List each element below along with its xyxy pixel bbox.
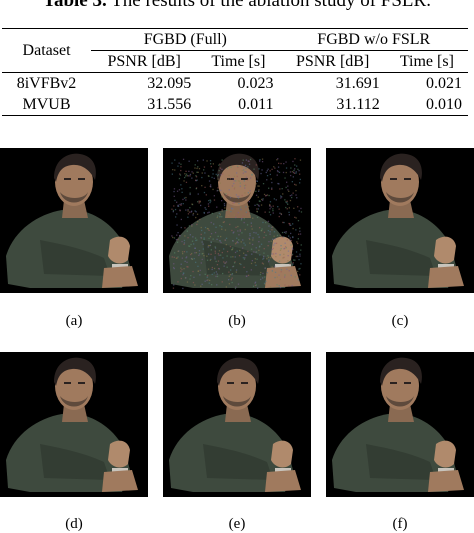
table-row: MVUB 31.556 0.011 31.112 0.010 — [2, 94, 468, 116]
point-cloud-portrait — [332, 153, 464, 288]
column-header-psnr-full: PSNR [dB] — [91, 50, 198, 73]
figure-panel-a — [0, 148, 148, 293]
figure-panel-d — [0, 352, 148, 497]
column-group-without-fslr: FGBD w/o FSLR — [279, 28, 468, 51]
cell-psnr-without: 31.691 — [335, 75, 380, 92]
table-caption: Table 3. The results of the ablation stu… — [0, 0, 474, 13]
column-header-psnr-without: PSNR [dB] — [279, 50, 386, 73]
table-row: 8iVFBv2 32.095 0.023 31.691 0.021 — [2, 73, 468, 95]
ablation-results-table: Dataset FGBD (Full) FGBD w/o FSLR PSNR [… — [2, 28, 468, 116]
panel-label-a: (a) — [65, 313, 83, 329]
point-cloud-portrait — [169, 153, 303, 290]
column-group-full: FGBD (Full) — [91, 28, 280, 51]
cell-psnr-full: 32.095 — [147, 75, 192, 92]
panel-label-f: (f) — [392, 516, 408, 532]
cell-time-without: 0.021 — [426, 75, 462, 92]
column-header-dataset: Dataset — [2, 28, 92, 73]
table-caption-text: The results of the ablation study of FSL… — [111, 0, 431, 11]
figure-panel-c — [326, 148, 474, 293]
panel-label-d: (d) — [65, 516, 83, 532]
table-header-row-groups: Dataset FGBD (Full) FGBD w/o FSLR — [2, 28, 468, 73]
point-cloud-portrait — [6, 153, 138, 288]
column-header-time-without: Time [s] — [385, 50, 468, 73]
figure-panel-e — [163, 352, 311, 497]
row-dataset-name: 8iVFBv2 — [16, 75, 77, 92]
point-cloud-portrait — [332, 357, 464, 492]
table-header-row-metrics: PSNR [dB] Time [s] PSNR [dB] Time [s] — [2, 50, 468, 73]
cell-psnr-full: 31.556 — [91, 94, 198, 116]
panel-label-c: (c) — [391, 313, 409, 329]
cell-time-full: 0.023 — [237, 75, 274, 92]
cell-psnr-without: 31.112 — [279, 94, 386, 116]
row-dataset-name: MVUB — [2, 94, 92, 116]
column-header-time-full: Time [s] — [197, 50, 280, 73]
figure-panel-b — [163, 148, 311, 293]
table-caption-label: Table 3. — [43, 0, 107, 11]
panel-label-b: (b) — [228, 313, 246, 329]
cell-time-without: 0.010 — [385, 94, 468, 116]
figure-panel-f — [326, 352, 474, 497]
point-cloud-portrait — [6, 357, 138, 492]
panel-label-e: (e) — [228, 516, 246, 532]
cell-time-full: 0.011 — [197, 94, 280, 116]
point-cloud-portrait — [169, 357, 301, 492]
